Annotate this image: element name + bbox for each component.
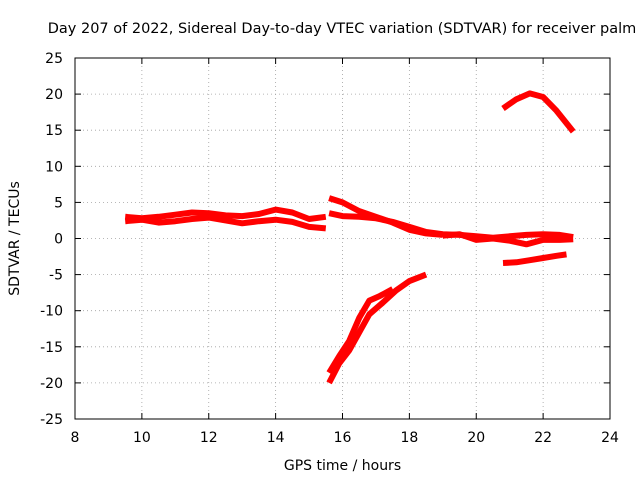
- y-tick-label: -20: [40, 376, 63, 392]
- x-tick-label: 12: [200, 430, 218, 446]
- series-line-arc-6: [502, 251, 567, 266]
- x-tick-label: 10: [133, 430, 151, 446]
- y-axis-label: SDTVAR / TECUs: [7, 181, 23, 296]
- series-line-arc-1: [124, 206, 327, 222]
- series-line-arc-8: [326, 271, 428, 385]
- y-tick-label: -25: [40, 412, 63, 428]
- x-tick-label: 24: [601, 430, 619, 446]
- y-tick-label: 10: [45, 159, 63, 175]
- x-tick-label: 22: [534, 430, 552, 446]
- series-line-arc-7: [501, 90, 576, 134]
- series-line-arc-4: [328, 195, 444, 238]
- series-layer: [124, 90, 576, 385]
- y-tick-label: 20: [45, 87, 63, 103]
- y-tick-label: -5: [49, 268, 63, 284]
- y-tick-label: 5: [54, 195, 63, 211]
- grid-lines: [75, 58, 610, 419]
- y-tick-label: 25: [45, 51, 63, 67]
- axis-ticks: 8 10 12 14 16 18 20 22 24 -25 -20 -15 -10 -5 0 5 10 15 20 2…: [40, 51, 619, 446]
- y-tick-label: 0: [54, 232, 63, 248]
- x-tick-label: 14: [267, 430, 285, 446]
- chart-title: Day 207 of 2022, Sidereal Day-to-day VTE…: [48, 21, 637, 37]
- y-tick-label: -15: [40, 340, 63, 356]
- x-axis-label: GPS time / hours: [284, 458, 401, 474]
- x-tick-label: 18: [400, 430, 418, 446]
- y-tick-label: 15: [45, 123, 63, 139]
- series-line-arc-2: [124, 214, 327, 232]
- x-tick-label: 20: [467, 430, 485, 446]
- series-line-arc-9: [326, 286, 395, 375]
- x-tick-label: 8: [71, 430, 80, 446]
- x-tick-label: 16: [334, 430, 352, 446]
- y-tick-label: -10: [40, 304, 63, 320]
- series-line-arc-5: [442, 231, 574, 248]
